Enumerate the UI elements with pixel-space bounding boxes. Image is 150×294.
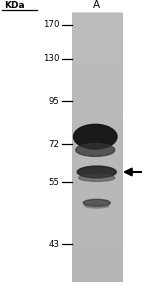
Ellipse shape <box>77 166 116 178</box>
Text: KDa: KDa <box>4 1 24 10</box>
Ellipse shape <box>74 124 117 149</box>
Text: 43: 43 <box>48 240 59 248</box>
Bar <box>72 13 123 282</box>
Ellipse shape <box>79 174 115 181</box>
Text: 72: 72 <box>48 140 59 148</box>
Text: 130: 130 <box>43 54 59 63</box>
Text: 170: 170 <box>43 21 59 29</box>
Ellipse shape <box>76 143 115 156</box>
Text: 55: 55 <box>48 178 59 187</box>
Text: A: A <box>93 0 100 10</box>
Text: 95: 95 <box>48 97 59 106</box>
Ellipse shape <box>83 199 110 206</box>
Ellipse shape <box>85 203 109 208</box>
